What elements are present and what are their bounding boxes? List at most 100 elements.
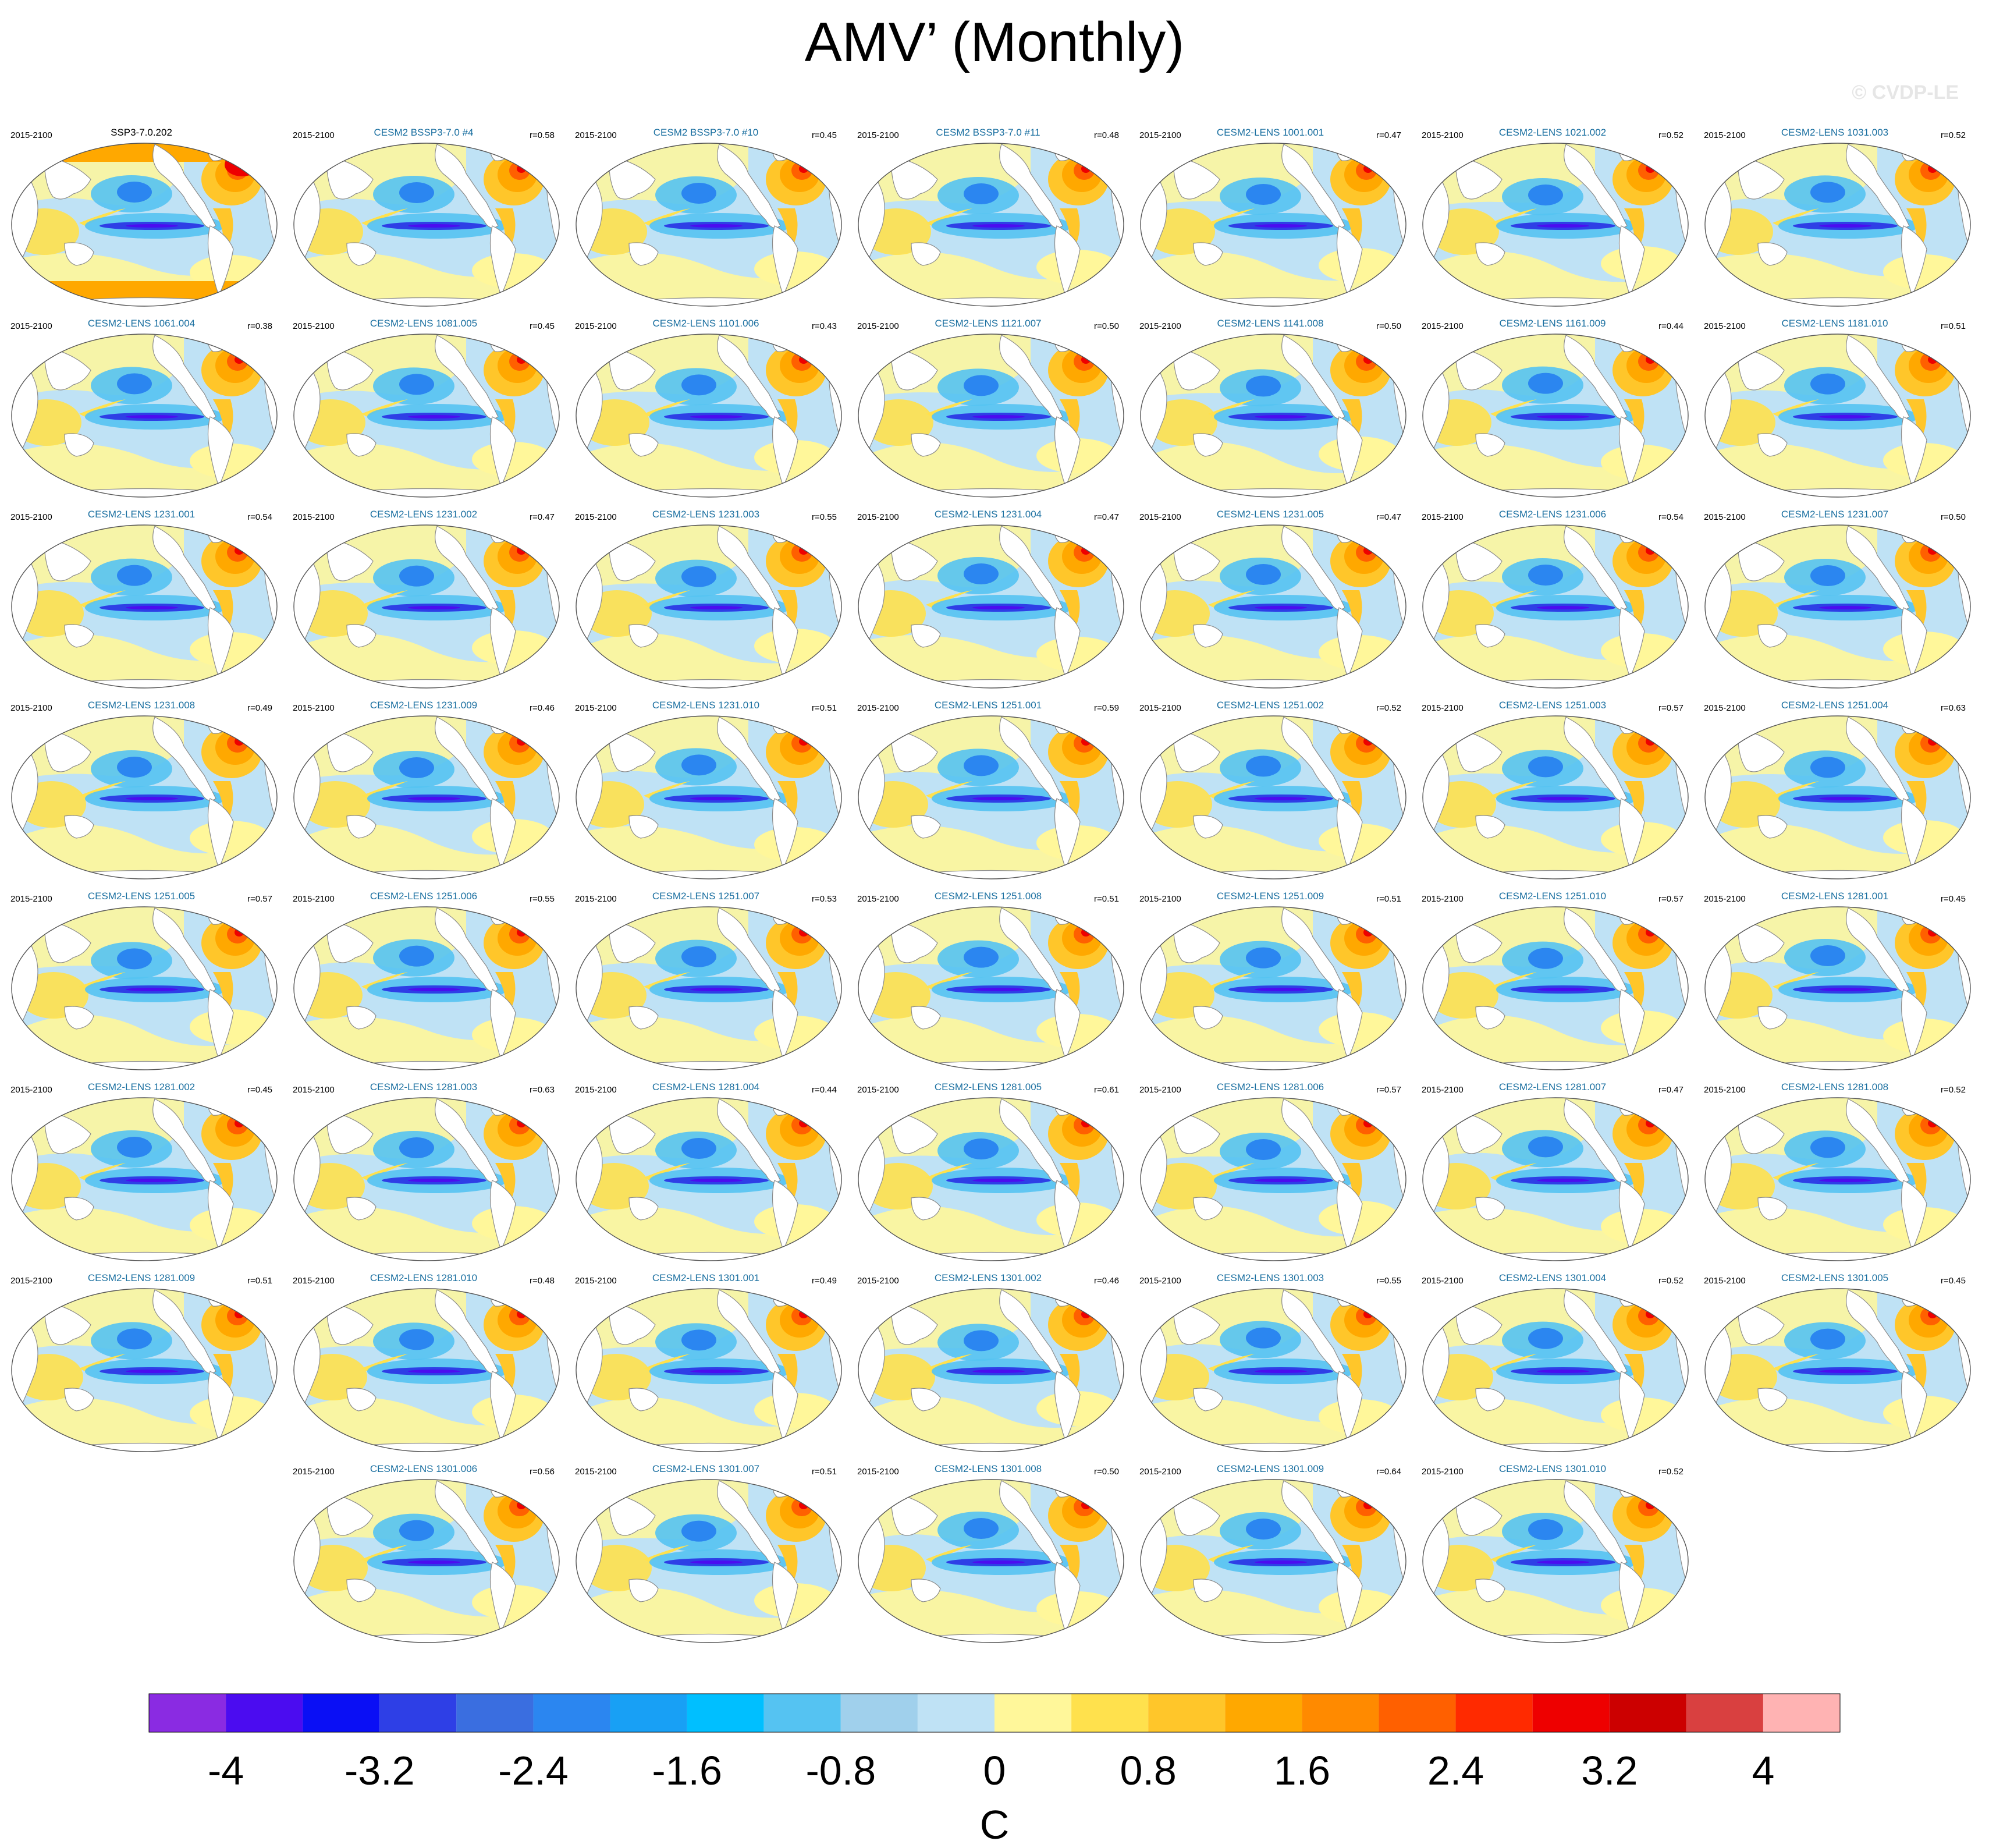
panel-correlation: r=0.45 <box>1941 1276 1966 1286</box>
panel-period: 2015-2100 <box>1139 894 1181 904</box>
panel-title: CESM2 BSSP3-7.0 #4 <box>374 127 474 138</box>
panel-title: CESM2-LENS 1251.001 <box>934 700 1042 711</box>
sst-anomaly-field <box>1423 1289 1688 1452</box>
panel-title: CESM2 BSSP3-7.0 #10 <box>653 127 759 138</box>
panel-period: 2015-2100 <box>575 703 617 713</box>
sst-anomaly-field <box>12 907 277 1070</box>
panel-title: CESM2-LENS 1301.009 <box>1216 1463 1324 1474</box>
map-plot <box>1140 715 1406 879</box>
panel-period: 2015-2100 <box>1422 512 1464 522</box>
sst-anomaly-field <box>1705 334 1970 497</box>
map-panel: 2015-2100 CESM2-LENS 1231.004 r=0.47 <box>849 505 1127 690</box>
sst-anomaly-field <box>1141 1480 1406 1643</box>
panel-period: 2015-2100 <box>575 321 617 331</box>
panel-period: 2015-2100 <box>1704 321 1746 331</box>
panel-correlation: r=0.51 <box>1094 894 1119 904</box>
colorbar: -4 -3.2 -2.4 -1.6 -0.8 0 0.8 1.6 2.4 3.2 4 <box>148 1693 1841 1793</box>
map-frame <box>293 715 560 879</box>
map-plot <box>858 334 1124 498</box>
panel-title: CESM2-LENS 1141.008 <box>1217 318 1324 329</box>
map-frame <box>1140 1479 1406 1643</box>
colorbar-swatch <box>456 1694 534 1732</box>
map-frame <box>576 524 842 689</box>
panel-period: 2015-2100 <box>857 703 899 713</box>
panel-title: CESM2-LENS 1301.010 <box>1498 1463 1607 1474</box>
colorbar-swatch <box>1071 1694 1149 1732</box>
panel-title: CESM2-LENS 1121.007 <box>935 318 1042 329</box>
colorbar-swatch <box>303 1694 380 1732</box>
map-plot <box>1704 906 1971 1070</box>
map-frame <box>11 524 278 689</box>
panel-title: CESM2-LENS 1251.005 <box>87 891 196 902</box>
panel-title: CESM2-LENS 1231.002 <box>370 509 478 520</box>
sst-anomaly-field <box>858 716 1124 879</box>
panel-correlation: r=0.48 <box>530 1276 555 1286</box>
panel-correlation: r=0.52 <box>1376 703 1401 713</box>
map-plot <box>293 715 560 879</box>
panel-correlation: r=0.50 <box>1941 512 1966 522</box>
panel-correlation: r=0.48 <box>1094 130 1119 140</box>
map-frame <box>576 906 842 1070</box>
colorbar-swatch <box>687 1694 764 1732</box>
panel-title: CESM2-LENS 1301.006 <box>370 1463 478 1474</box>
panel-period: 2015-2100 <box>293 130 335 140</box>
map-panel: 2015-2100 CESM2 BSSP3-7.0 #4 r=0.58 <box>285 123 563 308</box>
map-panel: 2015-2100 CESM2-LENS 1081.005 r=0.45 <box>285 314 563 499</box>
map-frame <box>1704 143 1971 307</box>
map-plot <box>1140 906 1406 1070</box>
panel-period: 2015-2100 <box>857 321 899 331</box>
sst-anomaly-field <box>1423 716 1688 879</box>
sst-anomaly-field <box>1141 716 1406 879</box>
panel-title: CESM2-LENS 1081.005 <box>370 318 478 329</box>
map-panel: 2015-2100 CESM2-LENS 1301.004 r=0.52 <box>1413 1269 1692 1454</box>
panel-title: CESM2-LENS 1281.006 <box>1216 1081 1324 1093</box>
map-frame <box>1422 1097 1689 1261</box>
map-panel: 2015-2100 CESM2-LENS 1161.009 r=0.44 <box>1413 314 1692 499</box>
map-panel: 2015-2100 CESM2-LENS 1281.002 r=0.45 <box>2 1078 280 1263</box>
map-frame <box>11 334 278 498</box>
map-panel: 2015-2100 CESM2-LENS 1021.002 r=0.52 <box>1413 123 1692 308</box>
sst-anomaly-field <box>1705 1098 1970 1261</box>
map-frame <box>1140 715 1406 879</box>
map-frame <box>293 1097 560 1261</box>
map-plot <box>1704 715 1971 879</box>
panel-period: 2015-2100 <box>1422 703 1464 713</box>
panel-correlation: r=0.63 <box>1941 703 1966 713</box>
panel-period: 2015-2100 <box>1422 130 1464 140</box>
colorbar-tick-label: -1.6 <box>652 1748 722 1793</box>
panel-title: CESM2-LENS 1281.009 <box>87 1272 196 1283</box>
map-panel: 2015-2100 CESM2-LENS 1251.009 r=0.51 <box>1131 887 1409 1072</box>
map-plot <box>1704 334 1971 498</box>
panel-correlation: r=0.51 <box>1376 894 1401 904</box>
panel-period: 2015-2100 <box>1139 1085 1181 1095</box>
panel-title: CESM2-LENS 1281.008 <box>1781 1081 1889 1093</box>
map-plot <box>858 143 1124 307</box>
map-panel: 2015-2100 CESM2-LENS 1141.008 r=0.50 <box>1131 314 1409 499</box>
map-frame <box>858 906 1124 1070</box>
panel-period: 2015-2100 <box>293 321 335 331</box>
map-plot <box>293 143 560 307</box>
map-frame <box>858 334 1124 498</box>
panel-correlation: r=0.57 <box>1376 1085 1401 1095</box>
panel-correlation: r=0.51 <box>812 703 837 713</box>
sst-anomaly-field <box>1141 907 1406 1070</box>
panel-correlation: r=0.47 <box>1376 512 1401 522</box>
panel-title: CESM2-LENS 1281.010 <box>370 1272 478 1283</box>
map-frame <box>858 1288 1124 1452</box>
map-plot <box>1704 524 1971 689</box>
map-plot <box>576 143 842 307</box>
colorbar-swatch <box>840 1694 918 1732</box>
map-plot <box>1422 1288 1689 1452</box>
panel-period: 2015-2100 <box>857 512 899 522</box>
panel-title: CESM2-LENS 1251.007 <box>652 891 760 902</box>
map-frame <box>1140 524 1406 689</box>
map-plot <box>858 906 1124 1070</box>
map-plot <box>11 1288 278 1452</box>
map-frame <box>1140 906 1406 1070</box>
panel-correlation: r=0.61 <box>1094 1085 1119 1095</box>
map-frame <box>11 906 278 1070</box>
map-frame <box>1704 906 1971 1070</box>
colorbar-tick-label: -3.2 <box>344 1748 415 1793</box>
map-plot <box>293 1288 560 1452</box>
map-panel: 2015-2100 CESM2-LENS 1231.009 r=0.46 <box>285 696 563 881</box>
